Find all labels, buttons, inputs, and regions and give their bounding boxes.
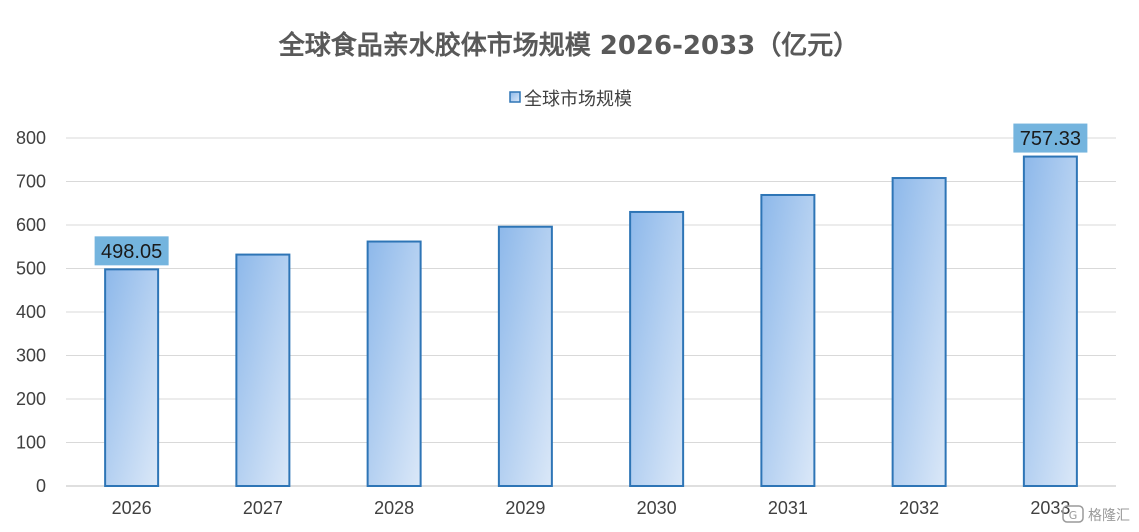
x-tick-label: 2028 — [374, 498, 414, 518]
bar — [1022, 155, 1078, 487]
x-tick-label: 2027 — [243, 498, 283, 518]
watermark-text: 格隆汇 — [1088, 508, 1130, 524]
bar — [366, 240, 422, 487]
legend: 全球市场规模 — [509, 89, 632, 110]
svg-text:G: G — [1069, 509, 1078, 522]
data-labels: 498.05 757.33 — [94, 123, 1088, 266]
y-tick-label: 0 — [36, 476, 46, 496]
y-tick-label: 100 — [16, 433, 46, 453]
y-tick-label: 700 — [16, 172, 46, 192]
gridlines — [66, 137, 1116, 487]
x-tick-label: 2033 — [1030, 498, 1070, 518]
y-tick-label: 600 — [16, 215, 46, 235]
data-label-text: 498.05 — [101, 241, 162, 263]
y-axis-ticks: 0 100 200 300 400 500 600 700 800 — [16, 128, 46, 496]
bar — [104, 268, 160, 487]
x-axis-ticks: 2026 2027 2028 2029 2030 2031 2032 2033 — [112, 498, 1071, 518]
data-label-text: 757.33 — [1020, 128, 1081, 150]
y-tick-label: 400 — [16, 302, 46, 322]
x-tick-label: 2026 — [112, 498, 152, 518]
x-tick-label: 2030 — [637, 498, 677, 518]
y-tick-label: 800 — [16, 128, 46, 148]
x-tick-label: 2029 — [505, 498, 545, 518]
bar — [497, 225, 553, 488]
data-label: 498.05 — [94, 236, 169, 266]
bar — [891, 177, 947, 488]
bar — [629, 210, 685, 487]
bars — [104, 155, 1078, 488]
x-tick-label: 2032 — [899, 498, 939, 518]
bar — [760, 193, 816, 488]
bar — [235, 253, 291, 487]
watermark: G 格隆汇 — [1062, 505, 1130, 524]
y-tick-label: 300 — [16, 346, 46, 366]
gelonghui-logo-icon: G — [1062, 505, 1084, 523]
x-tick-label: 2031 — [768, 498, 808, 518]
data-label-box — [1013, 123, 1088, 153]
y-tick-label: 500 — [16, 259, 46, 279]
y-tick-label: 200 — [16, 389, 46, 409]
legend-label: 全球市场规模 — [524, 89, 632, 110]
chart-title: 全球食品亲水胶体市场规模 2026-2033（亿元） — [278, 30, 860, 61]
data-label-box — [94, 236, 169, 266]
data-label: 757.33 — [1013, 123, 1088, 153]
legend-swatch — [509, 91, 521, 103]
